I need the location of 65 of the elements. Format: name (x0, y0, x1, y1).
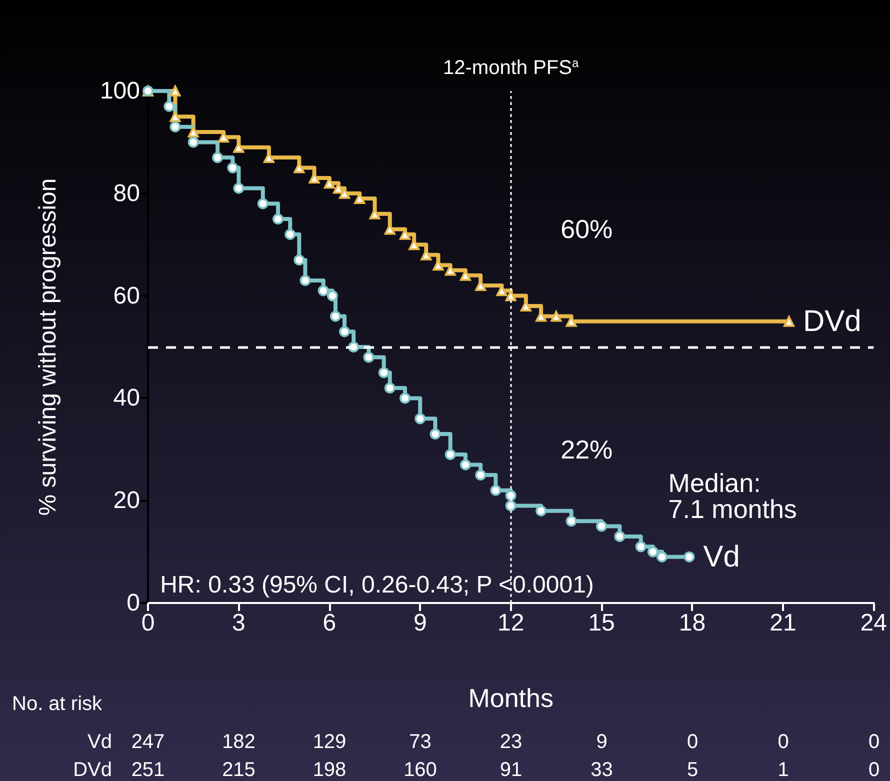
point (212, 152, 224, 164)
text: DVd 251 215 198 160 91 33 5 1 0 (73, 759, 880, 781)
point (170, 86, 181, 96)
point (684, 551, 695, 562)
point (505, 500, 516, 512)
y-tick-label: 40 (113, 384, 140, 412)
annotation: 22% (560, 434, 613, 464)
x-tick-label: 6 (322, 610, 336, 636)
x-tick-label: 12 (497, 610, 524, 636)
point (227, 162, 238, 174)
y-tick-label: 20 (113, 487, 140, 514)
point (384, 382, 396, 394)
point (318, 285, 329, 296)
point (505, 490, 516, 501)
point (566, 516, 577, 527)
point (170, 111, 181, 122)
x-axis-title: Months (468, 683, 554, 713)
annotation: Median: 7.1 months (668, 468, 797, 524)
point (414, 413, 426, 424)
x-tick-label: 9 (413, 610, 427, 636)
point (363, 352, 374, 363)
point (550, 310, 562, 322)
point (164, 100, 175, 112)
point (300, 274, 311, 286)
y-axis-title: % surviving without progression (34, 178, 62, 516)
point (444, 449, 456, 460)
annotation: 60% (560, 214, 613, 244)
text: No. at risk (12, 693, 104, 715)
point (490, 484, 502, 496)
point (294, 254, 305, 266)
x-tick-label: 3 (232, 610, 246, 636)
point (460, 459, 471, 470)
point (284, 228, 296, 240)
point (326, 290, 338, 302)
y-tick-label: 60 (113, 282, 140, 310)
y-tick-label: 80 (113, 180, 140, 207)
point (272, 214, 284, 224)
point (233, 182, 244, 194)
point (783, 316, 794, 327)
point (378, 367, 390, 378)
series-label: DVd (802, 304, 862, 338)
x-tick-label: 21 (770, 610, 796, 636)
point (257, 198, 268, 210)
point (430, 428, 441, 440)
point (647, 546, 658, 558)
x-tick-label: 18 (678, 610, 706, 636)
point (536, 505, 547, 516)
y-tick-label: 0 (126, 590, 140, 616)
point (614, 530, 626, 542)
point (635, 541, 646, 552)
point (400, 392, 410, 404)
point (188, 126, 199, 138)
point (596, 520, 608, 532)
annotation: HR: 0.33 (95% CI, 0.26-0.43; P <0.0001) (160, 572, 594, 599)
text: Vd 247 182 129 73 23 9 0 0 0 (88, 731, 880, 753)
point (339, 326, 350, 338)
point (330, 310, 341, 322)
y-tick-label: 100 (100, 78, 140, 104)
point (475, 470, 486, 480)
x-tick-label: 24 (860, 610, 888, 636)
point (188, 136, 199, 148)
x-tick-label: 15 (588, 610, 615, 636)
point (170, 121, 181, 132)
series-label: Vd (703, 540, 740, 574)
point (656, 551, 668, 562)
